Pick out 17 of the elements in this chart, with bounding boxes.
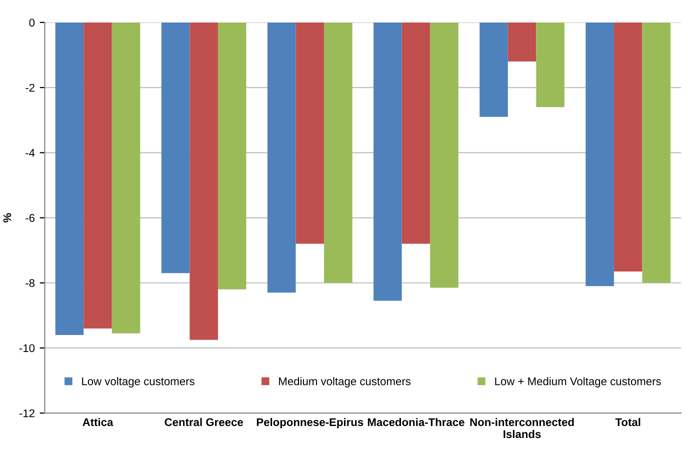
- y-tick-label: 0: [29, 18, 35, 27]
- x-tick-label: Total: [615, 418, 640, 426]
- x-tick-label: Central Greece: [164, 418, 243, 426]
- legend-label: Low voltage customers: [82, 377, 194, 388]
- y-tick-label: -12: [19, 409, 34, 418]
- y-axis-title: %: [3, 213, 12, 222]
- legend-label: Low + Medium Voltage customers: [495, 377, 661, 388]
- y-tick-label: -2: [26, 84, 34, 92]
- x-tick-label: Peloponnese-Epirus: [256, 418, 364, 428]
- x-tick-label: Macedonia-Thrace: [368, 418, 464, 426]
- legend-label: Medium voltage customers: [279, 377, 411, 388]
- y-tick-label: -10: [19, 344, 35, 352]
- y-tick-label: -6: [26, 214, 35, 222]
- x-tick-label: Attica: [82, 418, 114, 426]
- y-tick-label: -4: [26, 149, 35, 157]
- y-tick-label: -8: [26, 279, 35, 288]
- x-tick-label: Non-interconnected Islands: [470, 418, 574, 438]
